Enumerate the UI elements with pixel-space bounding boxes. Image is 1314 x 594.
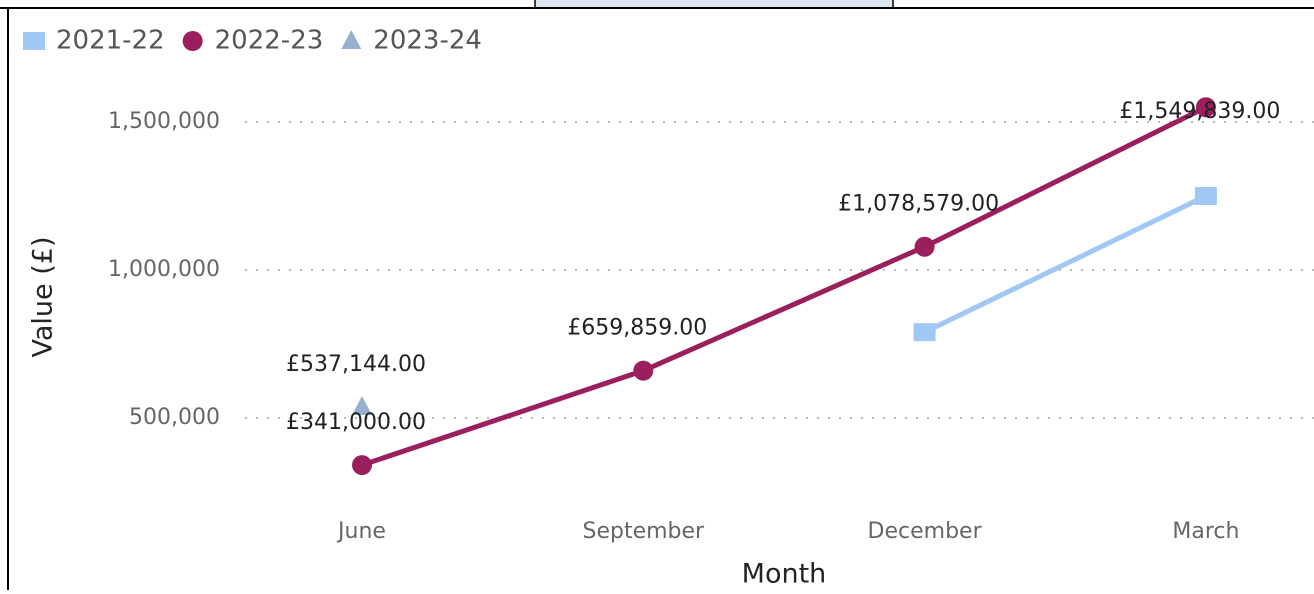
legend-label: 2023-24 bbox=[373, 26, 482, 56]
legend-label: 2022-23 bbox=[215, 26, 324, 56]
y-axis-title: Value (£) bbox=[28, 237, 59, 358]
data-label: £537,144.00 bbox=[286, 352, 426, 377]
title-box bbox=[534, 0, 894, 9]
data-label: £659,859.00 bbox=[567, 316, 707, 341]
x-tick-label: March bbox=[1172, 519, 1239, 544]
marker bbox=[1194, 187, 1217, 205]
marker bbox=[633, 360, 654, 381]
x-tick-label: September bbox=[582, 519, 705, 544]
marker bbox=[182, 31, 203, 51]
marker bbox=[23, 32, 45, 50]
marker bbox=[341, 30, 362, 49]
series-line bbox=[923, 193, 1207, 335]
marker bbox=[1195, 97, 1216, 118]
legend-label: 2021-22 bbox=[56, 26, 165, 56]
marker bbox=[352, 396, 372, 416]
data-label: £341,000.00 bbox=[286, 410, 426, 435]
marker bbox=[352, 455, 372, 476]
y-tick-label: 1,000,000 bbox=[108, 257, 220, 282]
series-line bbox=[361, 105, 1208, 468]
y-tick-label: 1,500,000 bbox=[108, 109, 220, 134]
x-tick-label: December bbox=[868, 519, 983, 544]
marks bbox=[352, 97, 1217, 476]
y-tick-label: 500,000 bbox=[129, 405, 220, 430]
data-label: £1,078,579.00 bbox=[838, 192, 999, 217]
data-label: £1,549,839.00 bbox=[1119, 99, 1280, 124]
marker bbox=[914, 236, 935, 257]
marker bbox=[913, 323, 936, 342]
x-tick-label: June bbox=[336, 519, 386, 544]
x-axis-title: Month bbox=[742, 559, 827, 590]
